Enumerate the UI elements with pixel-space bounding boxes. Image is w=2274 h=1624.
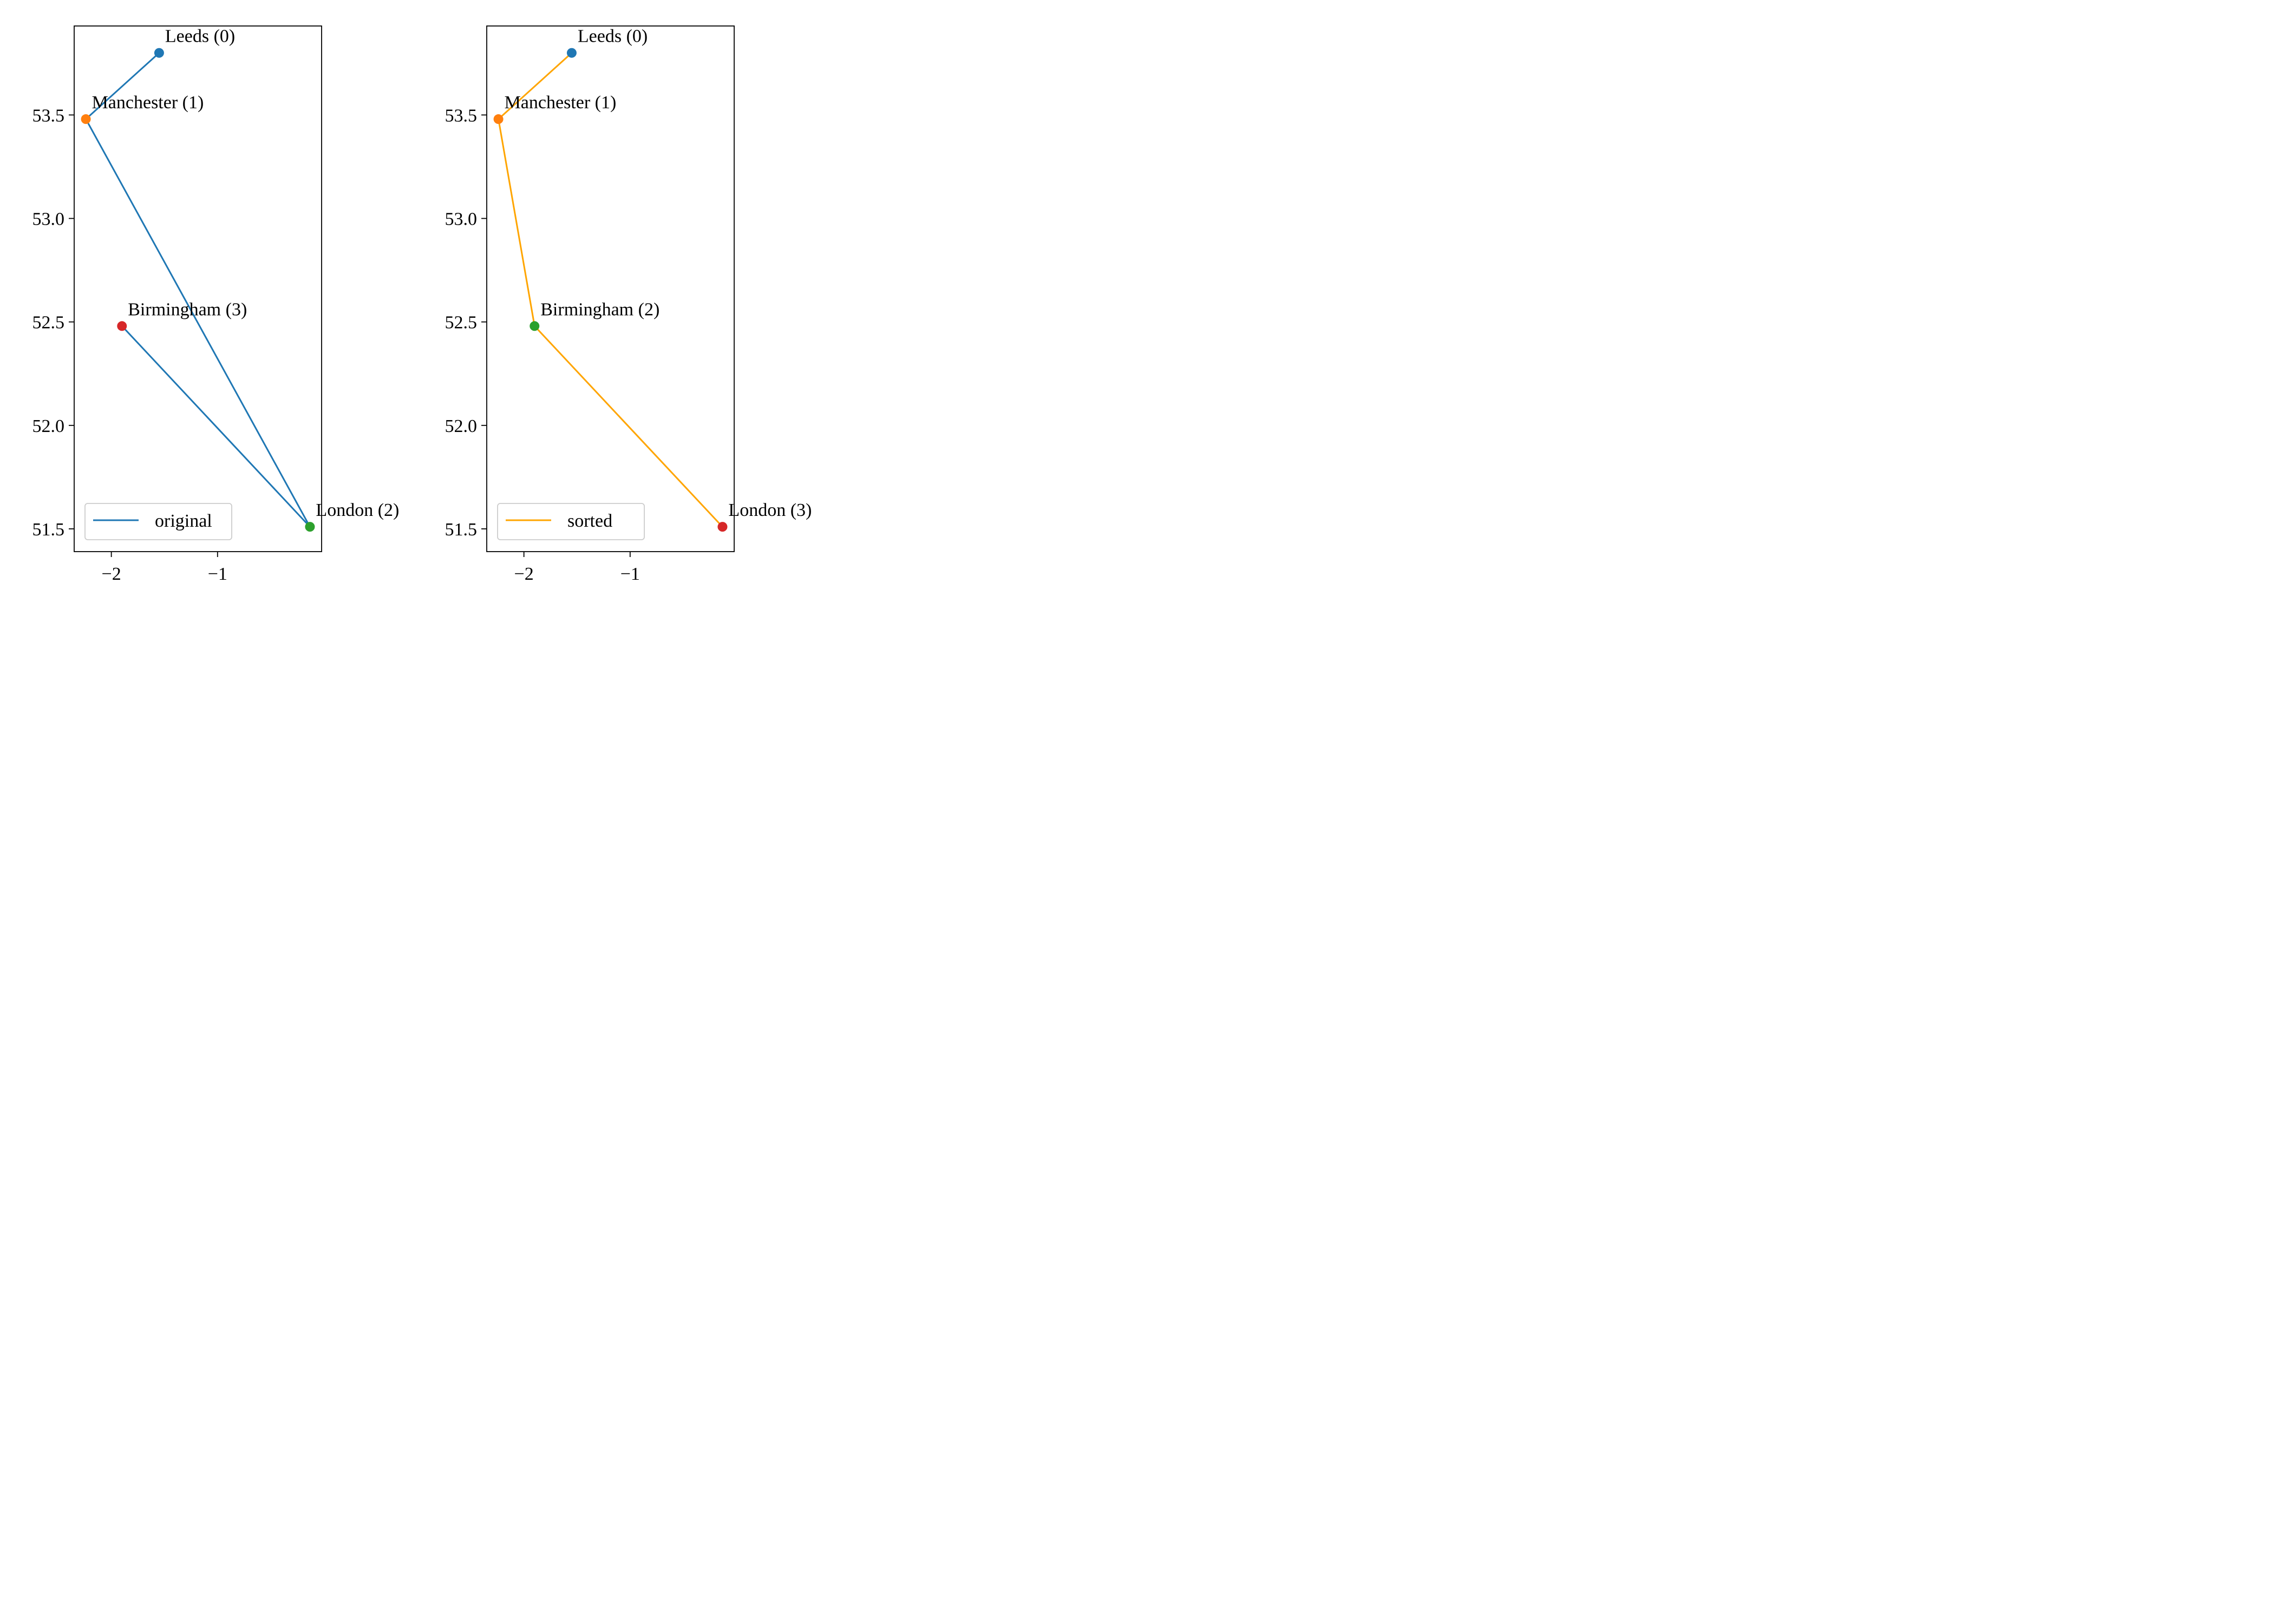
data-point [530,321,540,331]
axes-frame [74,25,322,552]
data-point [566,48,577,58]
point-label: London (3) [728,500,812,520]
y-tick-label: 53.5 [32,106,65,126]
point-label: Manchester (1) [92,93,204,113]
legend-label: original [155,511,212,531]
legend: sorted [497,503,645,540]
point-label: Leeds (0) [165,27,235,47]
y-tick-label: 52.5 [32,313,65,333]
legend: original [84,503,232,540]
point-label: Leeds (0) [578,27,648,47]
y-tick-label: 53.0 [445,209,478,230]
point-label: Manchester (1) [505,93,617,113]
data-point [717,522,728,532]
figure: 51.5 52.0 52.5 53.0 53.5 −2 −1 Leeds (0) Manches… [32,25,812,584]
legend-box [84,503,232,540]
x-tick-label: −2 [514,564,534,584]
x-tick-label: −2 [102,564,121,584]
data-point [81,114,91,125]
series-line-original [85,52,311,528]
data-point [305,522,315,532]
y-tick-label: 53.0 [32,209,65,230]
y-tick-label: 53.5 [445,106,478,126]
y-tick-label: 51.5 [32,520,65,540]
data-point [493,114,504,125]
y-tick-label: 52.0 [445,416,478,436]
y-tick-label: 52.5 [445,313,478,333]
point-label: Birmingham (3) [128,299,247,319]
y-tick-label: 51.5 [445,520,478,540]
legend-box [497,503,645,540]
axes-frame [486,25,735,552]
y-tick-label: 52.0 [32,416,65,436]
data-point [117,321,127,331]
left-subplot: 51.5 52.0 52.5 53.0 53.5 −2 −1 Leeds (0) Manches… [32,25,399,584]
point-label: London (2) [316,500,399,520]
point-label: Birmingham (2) [540,299,659,319]
x-tick-label: −1 [620,564,640,584]
right-subplot: 51.5 52.0 52.5 53.0 53.5 −2 −1 Leeds (0) Manches… [445,25,812,584]
series-line-sorted [498,52,723,528]
x-tick-label: −1 [208,564,227,584]
legend-label: sorted [567,511,612,531]
data-point [154,48,164,58]
